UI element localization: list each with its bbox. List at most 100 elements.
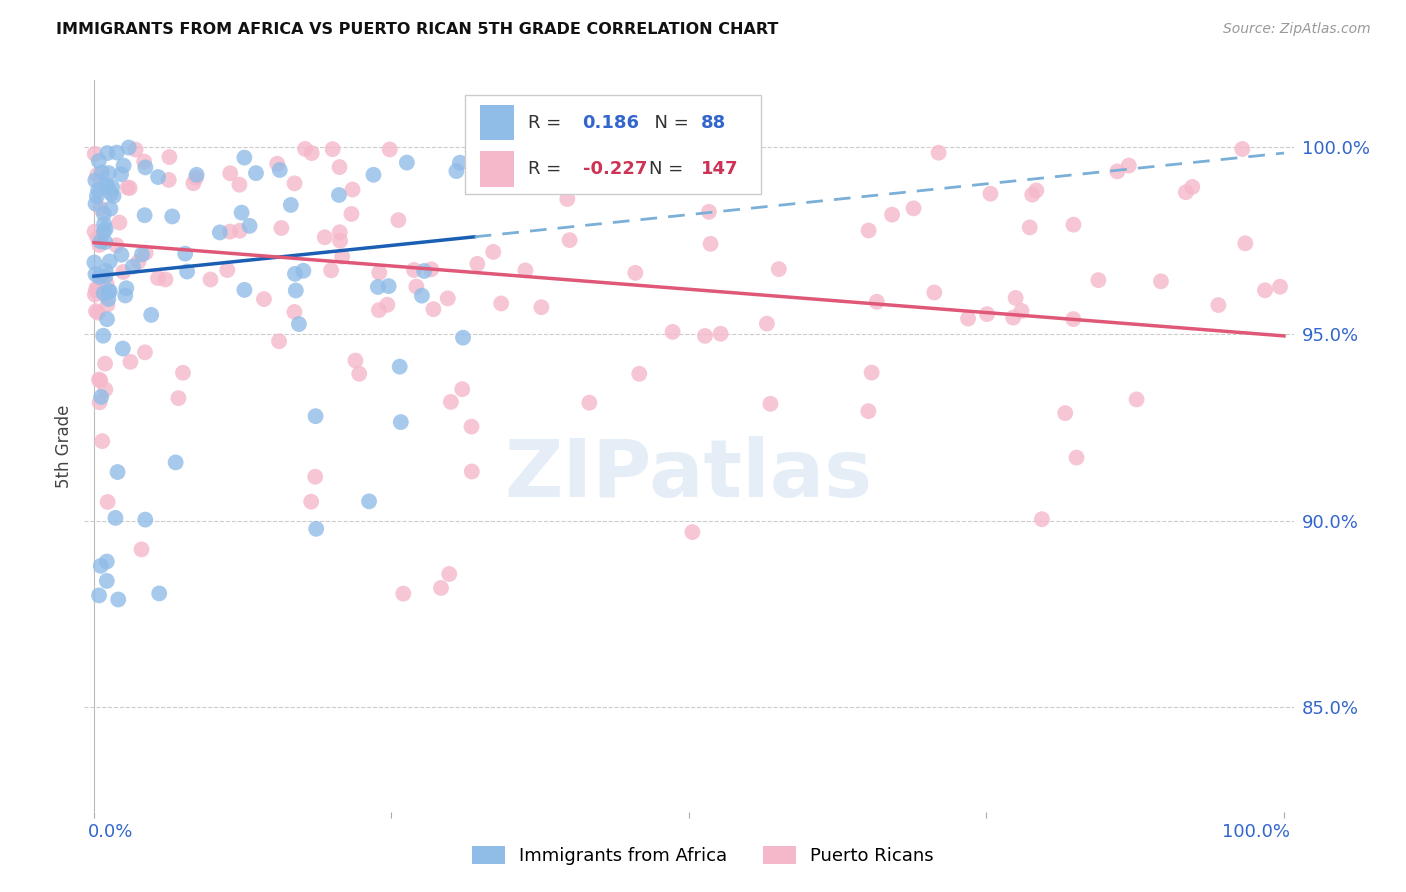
- Point: [93, 224, 115, 238]
- Point: [710, 326, 733, 341]
- Point: [84, 284, 107, 298]
- Point: [284, 267, 307, 281]
- Point: [131, 542, 153, 557]
- Point: [330, 250, 353, 264]
- Point: [155, 272, 177, 286]
- Point: [344, 353, 367, 368]
- Point: [228, 178, 250, 192]
- Point: [1025, 183, 1047, 197]
- Point: [84, 267, 107, 281]
- Point: [420, 262, 443, 277]
- Point: [1011, 304, 1033, 318]
- Point: [91, 434, 114, 449]
- Point: [880, 208, 903, 222]
- Point: [110, 248, 132, 262]
- Point: [413, 264, 436, 278]
- Point: [148, 586, 170, 600]
- Point: [84, 304, 107, 318]
- Point: [96, 574, 118, 588]
- Point: [284, 284, 307, 298]
- Point: [112, 265, 135, 279]
- Point: [1062, 218, 1084, 232]
- Point: [134, 208, 156, 222]
- Point: [157, 150, 180, 164]
- Point: [681, 525, 703, 540]
- Point: [86, 231, 108, 245]
- Text: 0.0%: 0.0%: [89, 823, 134, 841]
- Text: 0.186: 0.186: [582, 113, 640, 131]
- Point: [624, 266, 647, 280]
- Point: [288, 317, 311, 331]
- Point: [349, 367, 371, 381]
- Point: [515, 263, 537, 277]
- Point: [451, 382, 474, 396]
- Point: [87, 153, 110, 168]
- Point: [388, 359, 411, 374]
- Point: [267, 334, 290, 349]
- Point: [270, 221, 292, 235]
- Point: [111, 342, 134, 356]
- Point: [328, 160, 350, 174]
- Point: [606, 161, 628, 175]
- Point: [100, 186, 122, 201]
- Point: [98, 285, 121, 299]
- Point: [86, 281, 108, 295]
- Point: [1118, 159, 1140, 173]
- Point: [1054, 406, 1077, 420]
- Point: [87, 183, 110, 197]
- Point: [292, 264, 315, 278]
- Point: [89, 202, 111, 216]
- Point: [305, 522, 328, 536]
- Point: [89, 374, 111, 388]
- Point: [146, 271, 169, 285]
- Point: [321, 263, 343, 277]
- Point: [233, 151, 256, 165]
- Point: [294, 142, 316, 156]
- Point: [1254, 283, 1277, 297]
- Point: [329, 225, 352, 239]
- Point: [94, 383, 117, 397]
- Point: [112, 159, 135, 173]
- Point: [402, 263, 425, 277]
- FancyBboxPatch shape: [465, 95, 762, 194]
- Point: [562, 171, 585, 186]
- Point: [304, 469, 326, 483]
- Point: [253, 292, 276, 306]
- Point: [482, 244, 505, 259]
- Point: [465, 257, 488, 271]
- Point: [86, 168, 108, 182]
- Text: N =: N =: [650, 160, 689, 178]
- Point: [124, 143, 146, 157]
- Point: [165, 455, 187, 469]
- Point: [768, 262, 790, 277]
- Point: [233, 283, 256, 297]
- Point: [1232, 142, 1254, 156]
- Point: [172, 366, 194, 380]
- Point: [94, 264, 117, 278]
- Point: [1174, 185, 1197, 199]
- Point: [231, 205, 253, 219]
- Text: N =: N =: [643, 113, 695, 131]
- Point: [489, 296, 512, 310]
- Point: [134, 513, 156, 527]
- Point: [96, 298, 118, 312]
- Point: [96, 178, 118, 193]
- Point: [1150, 274, 1173, 288]
- Point: [389, 415, 412, 429]
- Point: [430, 581, 453, 595]
- Point: [377, 279, 399, 293]
- Point: [269, 163, 291, 178]
- Point: [90, 390, 112, 404]
- Point: [1107, 164, 1129, 178]
- Point: [84, 173, 107, 187]
- Point: [103, 189, 125, 203]
- Text: 88: 88: [702, 113, 727, 131]
- Point: [957, 311, 980, 326]
- Point: [115, 281, 138, 295]
- Point: [94, 357, 117, 371]
- Point: [866, 294, 889, 309]
- Point: [104, 511, 127, 525]
- Point: [90, 269, 112, 284]
- Point: [174, 246, 197, 260]
- Point: [83, 255, 105, 269]
